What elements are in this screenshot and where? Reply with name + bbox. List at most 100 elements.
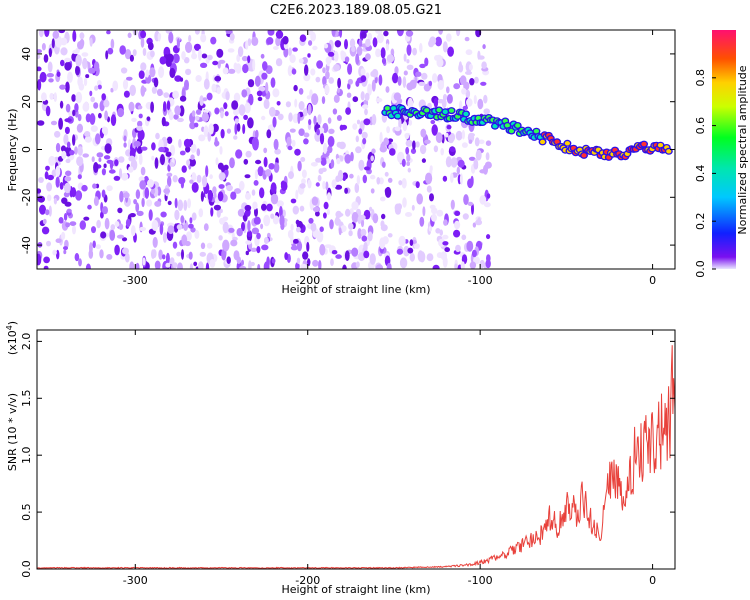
colorbar-tick-label: 0.0 bbox=[694, 260, 707, 278]
spectrogram-cell bbox=[375, 264, 383, 269]
spectrogram-cell bbox=[360, 75, 367, 83]
spectrogram-cell bbox=[55, 238, 62, 243]
spectrogram-cell bbox=[247, 220, 251, 232]
spectrogram-cell bbox=[217, 191, 224, 202]
spectrogram-cell bbox=[365, 72, 370, 79]
spectrogram-cell bbox=[219, 208, 223, 214]
spectrogram-cell bbox=[348, 222, 354, 230]
spectrogram-cell bbox=[363, 241, 368, 253]
spectrogram-cell bbox=[266, 203, 273, 212]
spectrogram-cell bbox=[184, 79, 189, 91]
spectrogram-cell bbox=[64, 201, 72, 207]
spectrogram-cell bbox=[334, 217, 341, 226]
spectrogram-cell bbox=[298, 88, 304, 95]
spectrogram-cell bbox=[89, 113, 96, 125]
spectrogram-cell bbox=[307, 53, 311, 58]
spectrogram-cell bbox=[483, 108, 491, 115]
spectrogram-cell bbox=[174, 211, 180, 217]
spectrogram-cell bbox=[358, 38, 363, 48]
spectrogram-cell bbox=[89, 37, 93, 47]
spectrogram-cell bbox=[419, 42, 423, 53]
spectrogram-cell bbox=[241, 221, 245, 232]
signal-blob-core bbox=[540, 139, 546, 145]
spectrogram-cell bbox=[329, 219, 334, 230]
spectrogram-cell bbox=[365, 38, 371, 48]
spectrogram-cell bbox=[380, 196, 386, 202]
spectrogram-cell bbox=[340, 155, 344, 162]
snr-y-label: SNR (10 * v/v) bbox=[6, 393, 19, 471]
spectrogram-cell bbox=[214, 136, 218, 147]
spectrogram-cell bbox=[456, 166, 460, 175]
spectrogram-cell bbox=[450, 157, 458, 168]
spectrogram-cell bbox=[222, 67, 229, 75]
spectrogram-cell bbox=[194, 30, 200, 35]
spectrogram-cell bbox=[265, 81, 269, 94]
spectrogram-cell bbox=[193, 261, 198, 267]
spectrogram-cell bbox=[387, 233, 393, 238]
colorbar-label: Normalized spectral amplitude bbox=[736, 65, 749, 234]
spectrogram-cell bbox=[124, 252, 130, 263]
spectrogram-cell bbox=[442, 234, 449, 240]
snr-x-tick-label: -300 bbox=[123, 574, 148, 587]
spectrogram-cell bbox=[55, 176, 60, 188]
spectrogram-cell bbox=[253, 180, 259, 186]
spectrogram-cell bbox=[167, 176, 172, 187]
spectrogram-cell bbox=[325, 158, 331, 164]
spectrogram-cell bbox=[273, 162, 280, 173]
spectrogram-cell bbox=[227, 48, 235, 53]
spectrogram-cell bbox=[135, 202, 140, 213]
spectrogram-cell bbox=[74, 103, 79, 113]
spectrogram-cell bbox=[409, 79, 417, 90]
spectrogram-cell bbox=[474, 137, 480, 147]
spectrogram-cell bbox=[202, 97, 208, 102]
spectrogram-cell bbox=[315, 182, 320, 187]
spectrogram-cell bbox=[275, 30, 284, 39]
spectrogram-cell bbox=[77, 40, 84, 50]
spectrogram-cell bbox=[82, 57, 88, 70]
spectrogram-cell bbox=[179, 77, 184, 82]
spectrogram-cell bbox=[442, 41, 448, 53]
spectrogram-cell bbox=[124, 49, 132, 60]
spectrogram-noise-field bbox=[37, 30, 492, 269]
spectrogram-cell bbox=[402, 76, 407, 88]
spectrogram-cell bbox=[394, 206, 402, 215]
spectrogram-cell bbox=[138, 113, 143, 119]
spectrogram-cell bbox=[100, 231, 107, 239]
spectrogram-cell bbox=[180, 181, 184, 189]
spectrogram-cell bbox=[61, 150, 67, 160]
spectrogram-cell bbox=[268, 106, 276, 117]
spectrogram-cell bbox=[103, 126, 109, 136]
spectrogram-cell bbox=[371, 114, 377, 126]
spectrogram-cell bbox=[413, 243, 420, 250]
spectrogram-cell bbox=[360, 228, 367, 237]
snr-x-tick-label: -200 bbox=[295, 574, 320, 587]
spectrogram-cell bbox=[302, 251, 309, 260]
spectrogram-x-ticks: -300 -200 -100 0 bbox=[123, 30, 656, 287]
spectrogram-cell bbox=[459, 75, 467, 86]
spectrogram-cell bbox=[346, 92, 352, 98]
spectrogram-cell bbox=[265, 169, 272, 177]
spectrogram-cell bbox=[236, 123, 241, 132]
spectrogram-cell bbox=[89, 90, 93, 97]
spectrogram-cell bbox=[217, 60, 221, 69]
spectrogram-cell bbox=[324, 84, 330, 95]
spectrogram-cell bbox=[147, 42, 154, 51]
spectrogram-cell bbox=[321, 96, 326, 105]
spectrogram-cell bbox=[260, 53, 265, 59]
signal-blob-core bbox=[424, 108, 430, 113]
spectrogram-cell bbox=[318, 168, 324, 175]
spectrogram-cell bbox=[473, 158, 479, 170]
spectrogram-cell bbox=[355, 53, 360, 65]
spectrogram-cell bbox=[311, 196, 319, 206]
spectrogram-cell bbox=[360, 218, 365, 228]
spectrogram-cell bbox=[406, 161, 411, 166]
spectrogram-cell bbox=[333, 64, 340, 72]
spectrogram-cell bbox=[378, 74, 383, 86]
spectrogram-cell bbox=[334, 184, 343, 190]
spectrogram-cell bbox=[440, 251, 447, 261]
spectrogram-cell bbox=[461, 142, 468, 148]
spectrogram-cell bbox=[203, 223, 209, 232]
spectrogram-cell bbox=[64, 182, 71, 194]
spectrogram-cell bbox=[372, 213, 379, 224]
spectrogram-cell bbox=[290, 233, 294, 245]
